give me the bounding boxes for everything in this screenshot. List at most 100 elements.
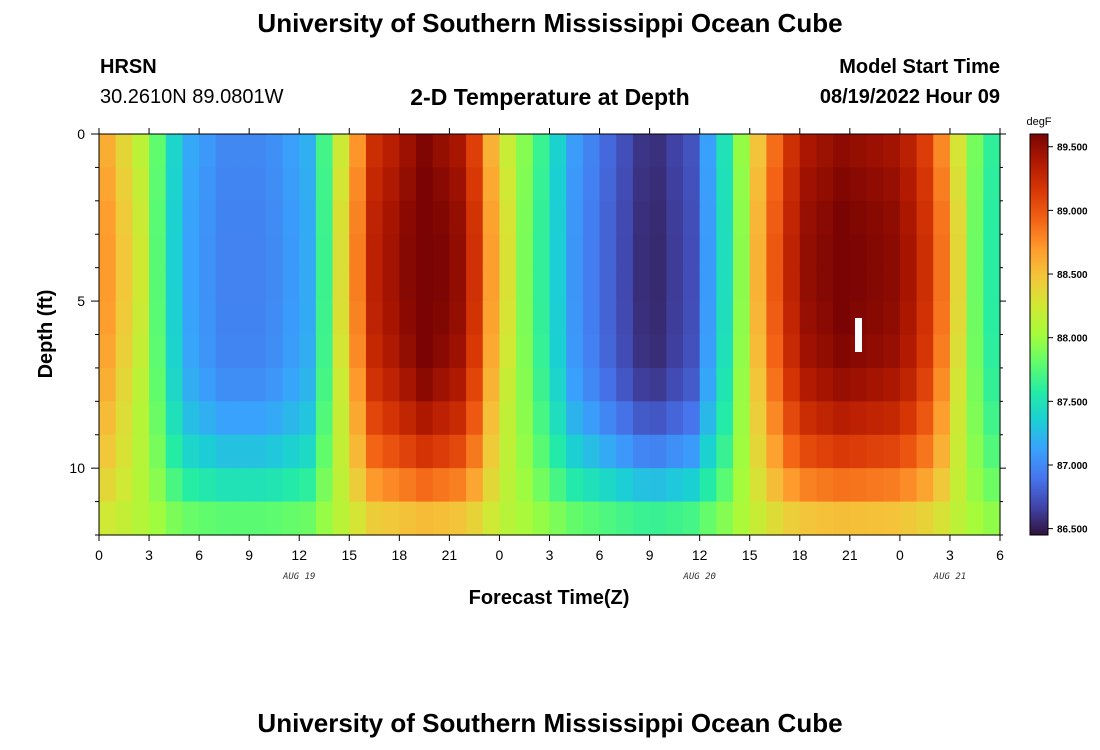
x-tick-label: 0 [896,547,904,563]
heatmap-cell [899,334,918,369]
heatmap-cell [165,367,184,402]
heatmap-cell [382,234,400,269]
heatmap-cell [516,134,534,169]
heatmap-cell [416,301,434,336]
heatmap-cell [933,434,951,469]
heatmap-cell [182,301,200,336]
heatmap-cell [666,134,684,169]
heatmap-cell [432,367,450,402]
heatmap-cell [783,234,801,269]
heatmap-cell [833,200,851,235]
heatmap-cell [716,468,734,503]
heatmap-cell [916,401,934,436]
x-tick-label: 15 [341,547,357,563]
heatmap-cell [165,267,184,302]
heatmap-cell [816,334,834,369]
heatmap-cell [282,401,300,436]
heatmap-cell [983,501,1001,536]
heatmap-cell [949,334,968,369]
heatmap-cell [232,200,250,235]
heatmap-cell [99,200,117,235]
heatmap-cell [983,401,1001,436]
heatmap-cell [699,367,717,402]
heatmap-cell [949,434,968,469]
heatmap-cell [182,401,200,436]
heatmap-cell [232,334,250,369]
heatmap-cell [432,468,450,503]
heatmap-cell [949,200,968,235]
heatmap-cell [499,401,517,436]
heatmap-cell [816,234,834,269]
heatmap-cell [265,267,284,302]
heatmap-cell [966,267,984,302]
heatmap-cell [215,367,234,402]
heatmap-cell [299,367,317,402]
heatmap-cell [466,200,484,235]
x-tick-label: 12 [692,547,708,563]
heatmap-cell [599,501,617,536]
heatmap-cell [232,367,250,402]
heatmap-cell [666,367,684,402]
heatmap-cell [132,501,150,536]
heatmap-cell [699,134,717,169]
heatmap-cell [649,434,667,469]
heatmap-cell [115,167,133,202]
heatmap-cell [215,501,234,536]
heatmap-cell [332,200,350,235]
heatmap-cell [432,501,450,536]
heatmap-cell [983,301,1001,336]
heatmap-cell [115,200,133,235]
heatmap-cell [215,167,234,202]
heatmap-cell [849,134,868,169]
heatmap-cell [816,167,834,202]
heatmap-cell [733,134,751,169]
heatmap-cell [799,234,818,269]
heatmap-cell [516,468,534,503]
heatmap-cell [416,167,434,202]
heatmap-cell [466,167,484,202]
model-start-value: 08/19/2022 Hour 09 [819,86,1000,108]
heatmap-cell [949,468,968,503]
heatmap-cell [966,200,984,235]
heatmap-cell [582,468,601,503]
heatmap-cell [916,267,934,302]
footer-title: University of Southern Mississippi Ocean… [257,708,843,738]
heatmap-cell [766,134,784,169]
heatmap-cell [399,434,417,469]
heatmap-cell [265,334,284,369]
heatmap-cell [766,200,784,235]
heatmap-cell [632,367,651,402]
heatmap-cell [249,200,267,235]
heatmap-cell [749,200,768,235]
heatmap-cell [482,234,501,269]
heatmap-cell [649,501,667,536]
model-start-label: Model Start Time [839,56,1000,78]
heatmap-cell [566,234,584,269]
heatmap-cell [933,167,951,202]
heatmap-cell [232,434,250,469]
heatmap-cell [816,401,834,436]
x-tick-label: 6 [596,547,604,563]
heatmap-cell [816,267,834,302]
heatmap-cell [382,167,400,202]
heatmap-cell [482,167,501,202]
heatmap-cell [532,401,551,436]
heatmap-cell [449,267,467,302]
heatmap-cell [299,401,317,436]
heatmap-cell [499,301,517,336]
heatmap-cell [866,267,884,302]
heatmap-cell [516,501,534,536]
heatmap-cell [115,367,133,402]
heatmap-cell [682,401,701,436]
heatmap-cell [516,401,534,436]
heatmap-cell [549,434,567,469]
heatmap-cell [182,468,200,503]
heatmap-cell [332,167,350,202]
heatmap-cell [649,334,667,369]
heatmap-cell [632,468,651,503]
heatmap-cell [282,200,300,235]
heatmap-cell [916,200,934,235]
heatmap-cell [699,434,717,469]
heatmap-cell [349,134,367,169]
heatmap-cell [866,468,884,503]
